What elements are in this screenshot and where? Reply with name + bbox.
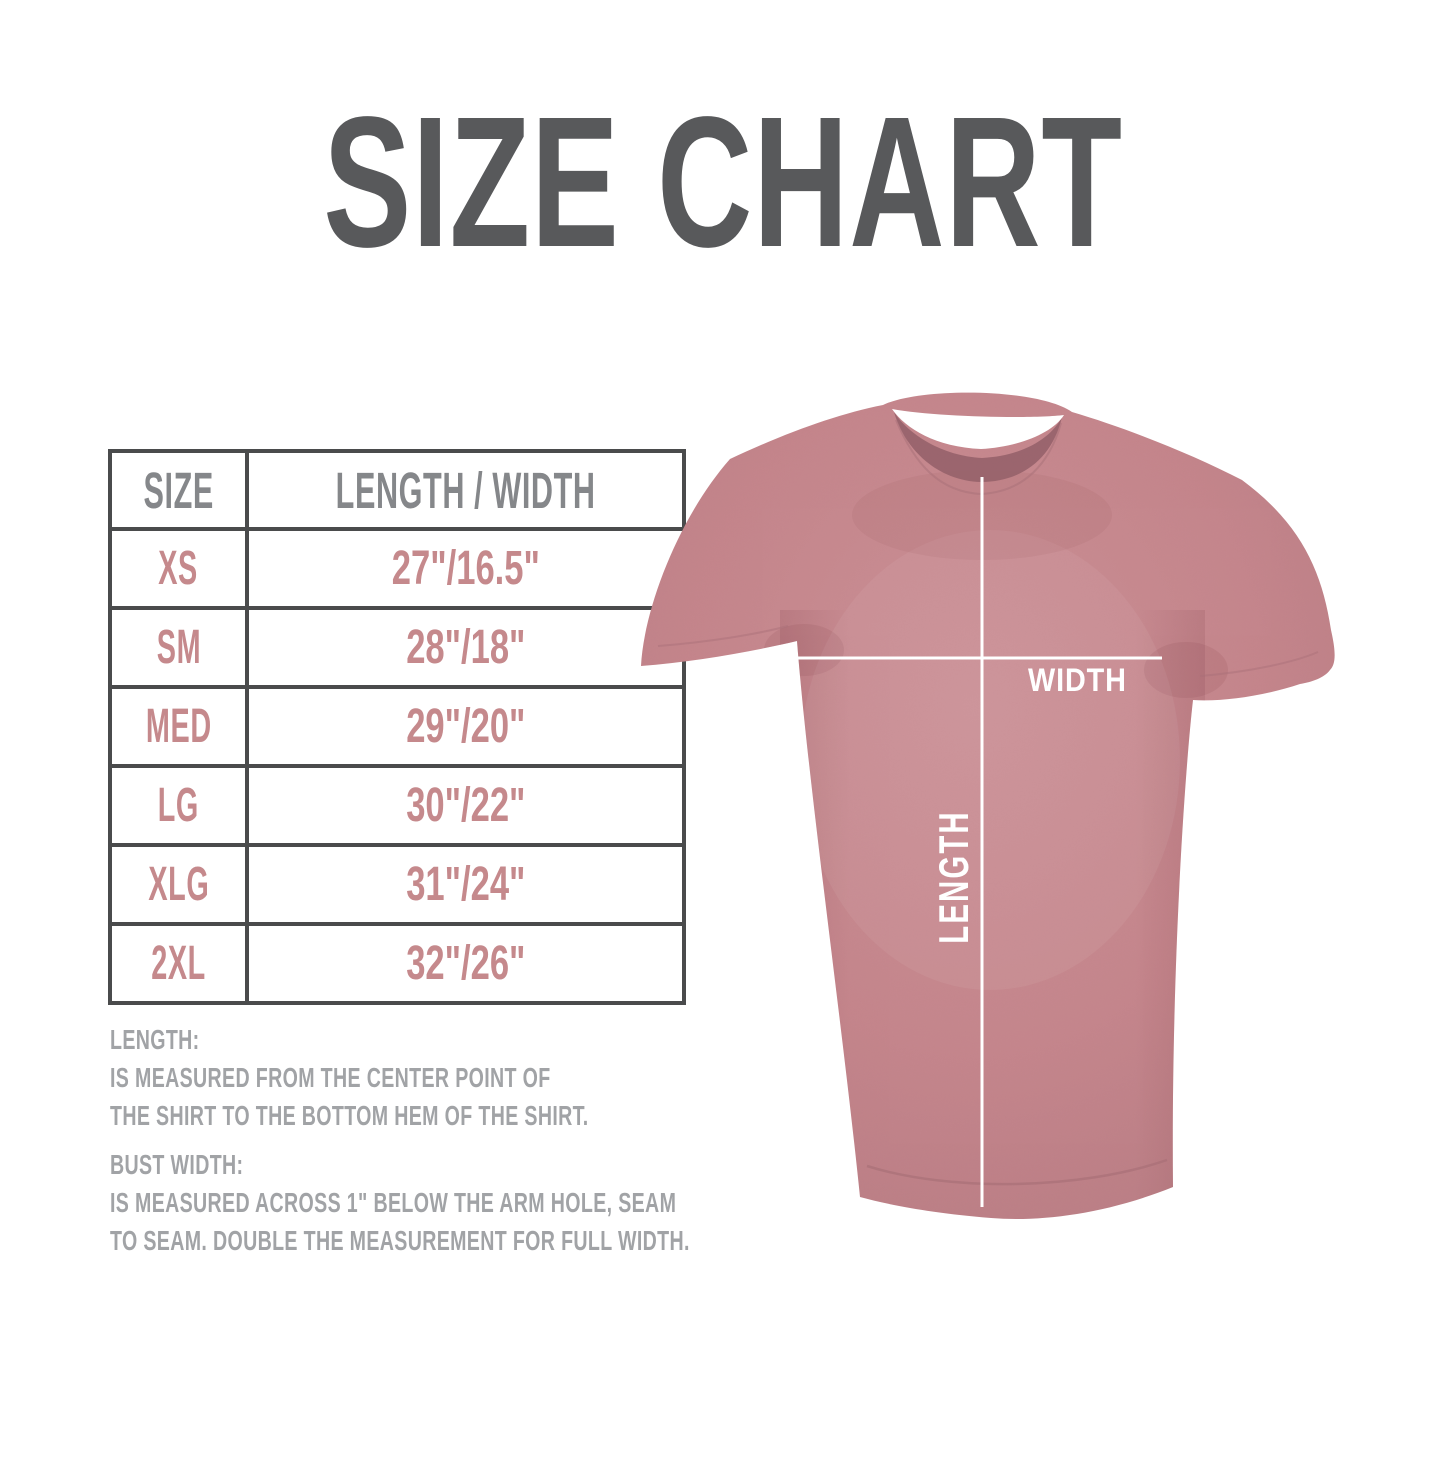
measurement-cell: 32"/26": [244, 922, 687, 1005]
bust-width-note-line: TO SEAM. DOUBLE THE MEASUREMENT FOR FULL…: [110, 1225, 690, 1256]
right-sleeve-seam: [1199, 651, 1319, 677]
neck-hole: [892, 409, 1064, 449]
length-note-heading: LENGTH:: [110, 1024, 200, 1055]
width-label: WIDTH: [1028, 662, 1127, 698]
measurement-cell: 29"/20": [244, 685, 687, 768]
length-label: LENGTH: [930, 810, 977, 944]
measurement-cell: 27"/16.5": [244, 527, 687, 610]
size-cell: SM: [108, 606, 249, 689]
size-cell: XLG: [108, 843, 249, 926]
size-table: SIZE LENGTH / WIDTH XS 27"/16.5" SM 28"/…: [108, 449, 687, 1005]
table-row: SM 28"/18": [108, 606, 687, 689]
size-cell: 2XL: [108, 922, 249, 1005]
table-row: XLG 31"/24": [108, 843, 687, 926]
table-header-size: SIZE: [108, 449, 249, 531]
measurement-cell: 30"/22": [244, 764, 687, 847]
length-note-line: THE SHIRT TO THE BOTTOM HEM OF THE SHIRT…: [110, 1100, 589, 1131]
bust-width-note-heading: BUST WIDTH:: [110, 1149, 244, 1180]
tshirt-diagram: [600, 330, 1400, 1280]
page-title: SIZE CHART: [0, 90, 1445, 276]
collar-band: [894, 412, 1062, 482]
table-row: LG 30"/22": [108, 764, 687, 847]
bust-width-note-line: IS MEASURED ACROSS 1" BELOW THE ARM HOLE…: [110, 1187, 677, 1218]
length-note: LENGTH: IS MEASURED FROM THE CENTER POIN…: [110, 1021, 750, 1135]
table-header-row: SIZE LENGTH / WIDTH: [108, 449, 687, 531]
table-row: XS 27"/16.5": [108, 527, 687, 610]
size-cell: LG: [108, 764, 249, 847]
tshirt-illustration: [641, 392, 1335, 1219]
hem-seam: [866, 1158, 1168, 1186]
measurement-cell: 28"/18": [244, 606, 687, 689]
size-cell: MED: [108, 685, 249, 768]
bust-width-note: BUST WIDTH: IS MEASURED ACROSS 1" BELOW …: [110, 1146, 750, 1260]
page-title-text: SIZE CHART: [322, 79, 1123, 286]
length-note-line: IS MEASURED FROM THE CENTER POINT OF: [110, 1062, 551, 1093]
table-row: MED 29"/20": [108, 685, 687, 768]
table-header-measurement: LENGTH / WIDTH: [244, 449, 687, 531]
table-row: 2XL 32"/26": [108, 922, 687, 1005]
measurement-cell: 31"/24": [244, 843, 687, 926]
size-cell: XS: [108, 527, 249, 610]
left-sleeve-seam: [657, 625, 789, 647]
